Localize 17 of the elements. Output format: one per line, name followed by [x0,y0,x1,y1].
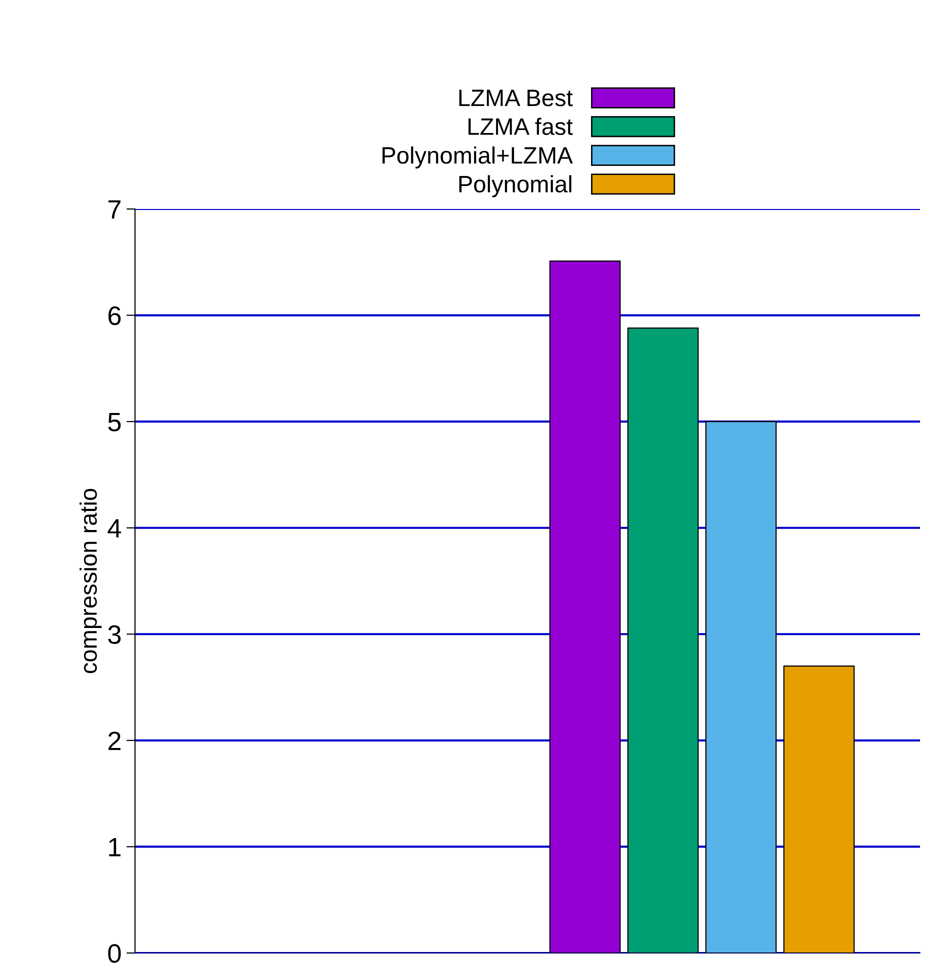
legend-label: LZMA Best [459,90,573,106]
y-tick-label: 3 [108,625,121,644]
bar [705,421,777,953]
bar [783,665,855,953]
legend-label: Polynomial [459,175,572,198]
y-tick-label: 0 [108,944,121,963]
bar [549,260,621,953]
y-tick-label: 7 [108,200,120,219]
legend-label: LZMA fast [468,118,573,136]
y-tick-label: 5 [108,412,121,432]
y-tick-label: 6 [108,306,121,326]
y-axis-title: compression ratio [80,488,102,674]
y-tick-label: 4 [108,519,122,538]
legend-label: Polynomial+LZMA [382,146,573,168]
y-tick-label: 1 [109,838,121,856]
bar [627,327,699,953]
y-tick-label: 2 [108,732,120,750]
